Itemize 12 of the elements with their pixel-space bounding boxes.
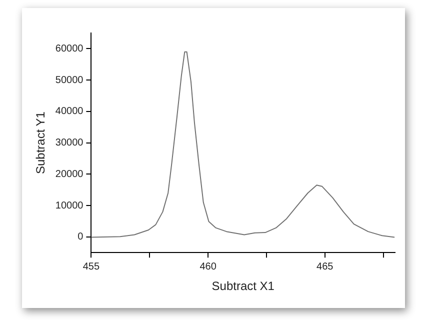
y-tick-label: 50000 <box>55 74 84 86</box>
y-tick-label: 10000 <box>55 200 84 212</box>
x-tick-label: 460 <box>200 261 217 272</box>
y-tick-label: 40000 <box>55 106 84 118</box>
y-tick-label: 20000 <box>55 168 84 180</box>
y-axis-title: Subtract Y1 <box>34 111 48 174</box>
y-tick-label: 0 <box>78 232 84 243</box>
y-tick-label: 60000 <box>55 43 84 54</box>
x-tick-label: 465 <box>316 261 334 272</box>
x-axis-title: Subtract X1 <box>212 279 275 294</box>
y-tick-label: 30000 <box>55 138 84 149</box>
x-tick-label: 455 <box>82 261 100 272</box>
